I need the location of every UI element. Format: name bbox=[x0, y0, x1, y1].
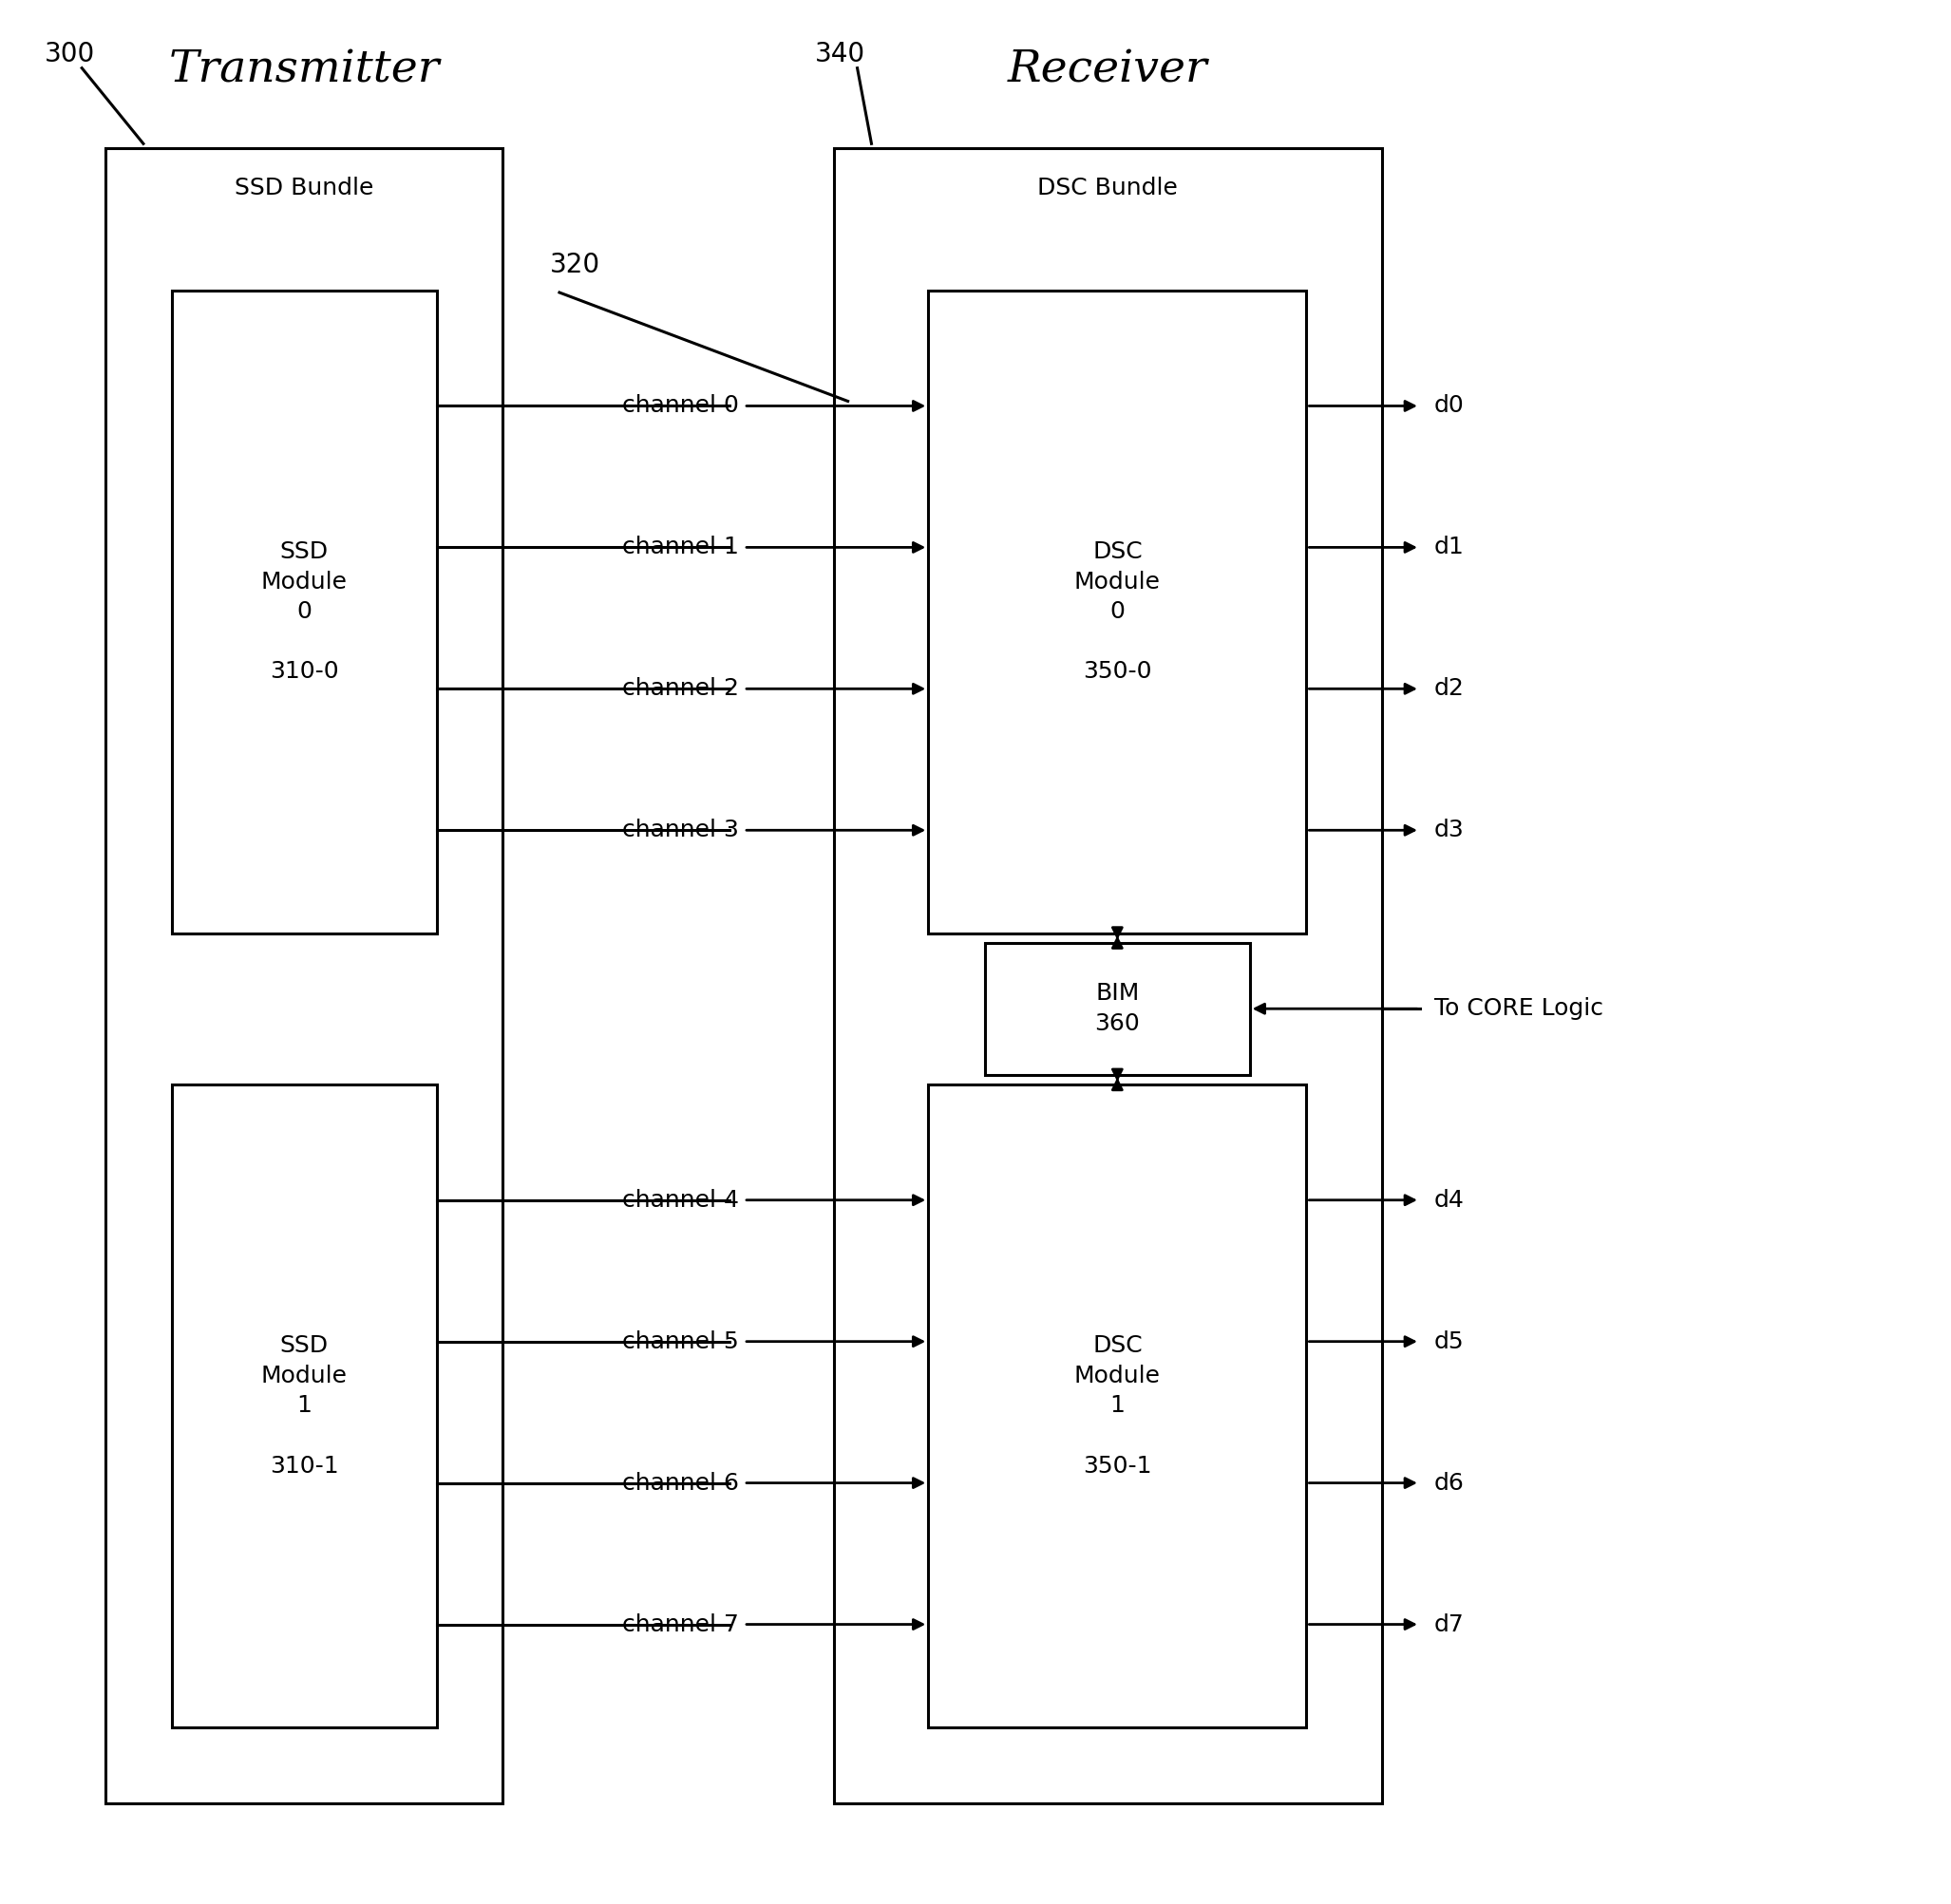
Bar bbox=[105, 149, 503, 1803]
Text: d2: d2 bbox=[1434, 678, 1465, 701]
Text: SSD Bundle: SSD Bundle bbox=[234, 177, 375, 200]
Bar bbox=[929, 1085, 1307, 1727]
Text: channel 0: channel 0 bbox=[622, 394, 739, 417]
Text: channel 7: channel 7 bbox=[622, 1613, 739, 1636]
Text: To CORE Logic: To CORE Logic bbox=[1434, 998, 1604, 1021]
Text: d4: d4 bbox=[1434, 1188, 1465, 1211]
Text: d3: d3 bbox=[1434, 819, 1465, 842]
Text: 300: 300 bbox=[45, 40, 96, 67]
Bar bbox=[172, 1085, 437, 1727]
Text: channel 5: channel 5 bbox=[622, 1331, 739, 1354]
Text: Transmitter: Transmitter bbox=[168, 50, 439, 91]
Bar bbox=[985, 942, 1251, 1076]
Text: d7: d7 bbox=[1434, 1613, 1465, 1636]
Text: SSD
Module
0

310-0: SSD Module 0 310-0 bbox=[261, 541, 347, 684]
Text: d5: d5 bbox=[1434, 1331, 1463, 1354]
Text: 320: 320 bbox=[550, 251, 601, 278]
Text: DSC
Module
0

350-0: DSC Module 0 350-0 bbox=[1075, 541, 1161, 684]
Text: channel 4: channel 4 bbox=[622, 1188, 739, 1211]
Text: DSC Bundle: DSC Bundle bbox=[1038, 177, 1178, 200]
Text: 340: 340 bbox=[816, 40, 864, 67]
Text: Receiver: Receiver bbox=[1009, 50, 1208, 91]
Text: DSC
Module
1

350-1: DSC Module 1 350-1 bbox=[1075, 1335, 1161, 1478]
Text: channel 6: channel 6 bbox=[622, 1472, 739, 1495]
Text: d6: d6 bbox=[1434, 1472, 1465, 1495]
Text: channel 2: channel 2 bbox=[622, 678, 739, 701]
Text: d0: d0 bbox=[1434, 394, 1465, 417]
Text: d1: d1 bbox=[1434, 535, 1465, 558]
Bar bbox=[172, 289, 437, 933]
Text: channel 3: channel 3 bbox=[622, 819, 739, 842]
Text: SSD
Module
1

310-1: SSD Module 1 310-1 bbox=[261, 1335, 347, 1478]
Text: channel 1: channel 1 bbox=[622, 535, 739, 558]
Bar bbox=[929, 289, 1307, 933]
Bar bbox=[833, 149, 1381, 1803]
Text: BIM
360: BIM 360 bbox=[1095, 982, 1139, 1036]
